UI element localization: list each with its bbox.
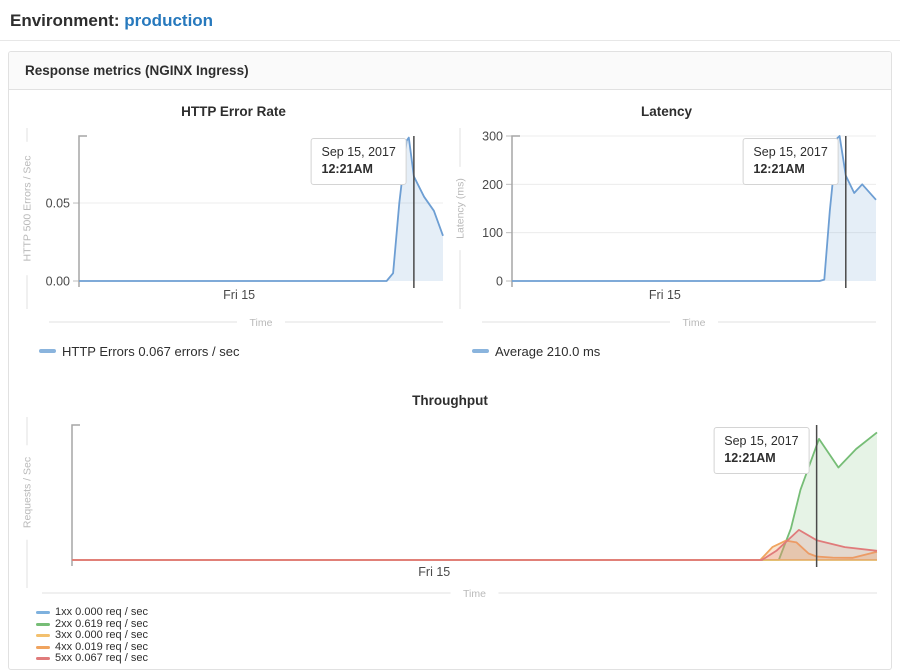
svg-text:0: 0: [496, 275, 503, 289]
http-error-rate-legend: HTTP Errors 0.067 errors / sec: [17, 343, 450, 359]
svg-text:HTTP 500 Errors / Sec: HTTP 500 Errors / Sec: [22, 155, 34, 261]
top-charts-row: HTTP Error Rate HTTP 500 Errors / Sec 0.0…: [17, 96, 883, 359]
svg-text:Latency (ms): Latency (ms): [455, 178, 467, 239]
legend-label: 2xx 0.619 req / sec: [55, 617, 148, 630]
legend-swatch: [36, 657, 50, 661]
legend-label: 4xx 0.019 req / sec: [55, 640, 148, 653]
svg-text:Time: Time: [250, 317, 273, 329]
legend-swatch: [36, 634, 50, 638]
throughput-legend: 1xx 0.000 req / sec 2xx 0.619 req / sec …: [17, 606, 883, 665]
environment-link[interactable]: production: [124, 11, 214, 30]
legend-swatch: [36, 645, 50, 649]
legend-item-5xx: 5xx 0.067 req / sec: [36, 652, 883, 665]
legend-item-4xx: 4xx 0.019 req / sec: [36, 640, 883, 654]
tooltip-time: 12:21AM: [321, 162, 373, 176]
svg-text:Fri 15: Fri 15: [418, 565, 450, 579]
svg-text:Fri 15: Fri 15: [649, 288, 681, 302]
chart-canvas-latency: Latency (ms) 0 100 200 300 Fri 15 Time Sep 15,…: [450, 121, 883, 341]
legend-label: HTTP Errors 0.067 errors / sec: [62, 343, 240, 359]
environment-header: Environment: production: [0, 0, 900, 41]
http-error-rate-plot[interactable]: HTTP 500 Errors / Sec 0.00 0.05 Fri 15 Time: [17, 121, 449, 341]
chart-tooltip: Sep 15, 2017 12:21AM: [310, 138, 407, 185]
legend-item-3xx: 3xx 0.000 req / sec: [36, 629, 883, 642]
chart-canvas-throughput: Requests / Sec Fri 15 Time Sep 15, 2017 12…: [17, 410, 883, 605]
tooltip-time: 12:21AM: [753, 162, 805, 176]
latency-plot[interactable]: Latency (ms) 0 100 200 300 Fri 15 Time: [450, 121, 882, 341]
chart-tooltip: Sep 15, 2017 12:21AM: [713, 427, 810, 474]
chart-title-http-error-rate: HTTP Error Rate: [181, 104, 286, 119]
svg-text:0.05: 0.05: [46, 197, 70, 211]
legend-item-2xx: 2xx 0.619 req / sec: [36, 617, 883, 631]
legend-swatch: [472, 349, 489, 353]
svg-text:Time: Time: [463, 588, 486, 600]
legend-label: 1xx 0.000 req / sec: [55, 606, 148, 618]
legend-label: Average 210.0 ms: [495, 343, 601, 359]
legend-swatch: [36, 611, 50, 615]
environment-label: Environment:: [10, 11, 120, 30]
panel-title: Response metrics (NGINX Ingress): [9, 52, 891, 90]
svg-text:Time: Time: [683, 317, 706, 329]
throughput-plot[interactable]: Requests / Sec Fri 15 Time: [17, 410, 883, 605]
chart-tooltip: Sep 15, 2017 12:21AM: [742, 138, 839, 185]
tooltip-date: Sep 15, 2017: [753, 145, 828, 159]
svg-text:200: 200: [482, 178, 503, 192]
tooltip-date: Sep 15, 2017: [724, 434, 799, 448]
svg-text:Requests / Sec: Requests / Sec: [22, 457, 34, 528]
chart-throughput: Throughput Requests / Sec Fri 15 Time Sep …: [17, 393, 883, 665]
svg-text:0.00: 0.00: [46, 275, 70, 289]
svg-text:100: 100: [482, 226, 503, 240]
chart-canvas-http-error-rate: HTTP 500 Errors / Sec 0.00 0.05 Fri 15 Time …: [17, 121, 450, 341]
legend-label: 5xx 0.067 req / sec: [55, 652, 148, 664]
panel-body: HTTP Error Rate HTTP 500 Errors / Sec 0.0…: [9, 90, 891, 669]
metrics-panel: Response metrics (NGINX Ingress) HTTP Er…: [8, 51, 892, 670]
legend-label: 3xx 0.000 req / sec: [55, 629, 148, 641]
tooltip-time: 12:21AM: [724, 451, 776, 465]
svg-text:300: 300: [482, 130, 503, 144]
latency-legend: Average 210.0 ms: [450, 343, 883, 359]
chart-latency: Latency Latency (ms) 0 100 200 300 Fri 15 Time…: [450, 96, 883, 359]
legend-swatch: [39, 349, 56, 353]
chart-http-error-rate: HTTP Error Rate HTTP 500 Errors / Sec 0.0…: [17, 96, 450, 359]
svg-text:Fri 15: Fri 15: [223, 288, 255, 302]
tooltip-date: Sep 15, 2017: [321, 145, 396, 159]
legend-item-1xx: 1xx 0.000 req / sec: [36, 606, 883, 619]
chart-title-latency: Latency: [640, 104, 693, 119]
chart-title-throughput: Throughput: [412, 393, 488, 408]
legend-swatch: [36, 622, 50, 626]
